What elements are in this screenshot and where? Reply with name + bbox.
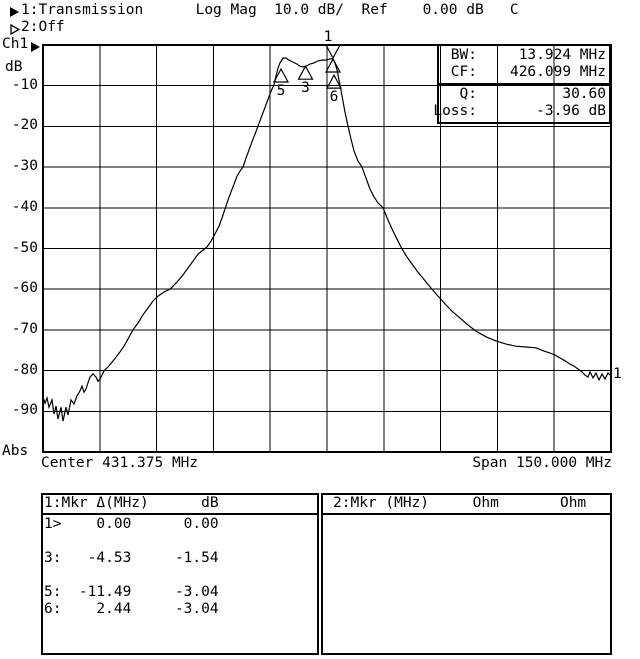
marker-1-down-triangle-icon	[324, 44, 342, 60]
marker-table-ch2: 2:Mkr (MHz) Ohm Ohm	[321, 493, 612, 655]
marker-1-label: 1	[324, 29, 333, 45]
measurement-header-line1: 1:Transmission Log Mag 10.0 dB/ Ref 0.00…	[21, 2, 519, 18]
y-tick-label--20: -20	[11, 117, 38, 134]
marker-5-up-triangle-icon	[273, 67, 290, 83]
marker-table-ch1: 1:Mkr Δ(MHz) dB 1> 0.00 0.00 3: -4.53 -1…	[41, 493, 319, 655]
loss-label: Loss:	[433, 103, 477, 119]
y-tick-label--90: -90	[11, 402, 38, 419]
center-frequency-label: Center 431.375 MHz	[41, 455, 199, 471]
q-label: Q:	[459, 86, 477, 102]
y-tick-label--30: -30	[11, 158, 38, 175]
marker-table-ch2-header: 2:Mkr (MHz) Ohm Ohm	[323, 495, 610, 515]
marker-table-ch1-rows: 1> 0.00 0.00 3: -4.53 -1.54 5: -11.49 -3…	[44, 516, 219, 617]
reference-level-arrow-icon	[31, 42, 40, 52]
graticule-gridlines	[43, 45, 611, 452]
marker-5-label: 5	[277, 83, 286, 99]
bandwidth-readout-box: BW: 13.924 MHz CF: 426.099 MHz Q: 30.60 …	[433, 44, 611, 124]
y-tick-label--80: -80	[11, 361, 38, 378]
y-tick-label--60: -60	[11, 280, 38, 297]
marker-1-delta-ref-triangle-icon	[324, 57, 342, 73]
y-tick-label--10: -10	[11, 76, 38, 93]
marker-6-up-triangle-icon	[326, 73, 343, 89]
y-tick-label--70: -70	[11, 320, 38, 337]
y-tick-label--50: -50	[11, 239, 38, 256]
inactive-channel-arrow-icon	[10, 24, 20, 35]
marker-6-label: 6	[330, 89, 339, 105]
marker-table-ch2-rows	[323, 515, 610, 516]
marker-3-up-triangle-icon	[297, 64, 314, 80]
cf-label: CF:	[450, 64, 477, 80]
y-axis-unit-label: dB	[5, 59, 23, 75]
cf-value: 426.099 MHz	[509, 64, 606, 80]
trace-1-line	[42, 57, 612, 422]
readout-box-divider	[437, 83, 611, 85]
y-tick-label--40: -40	[11, 198, 38, 215]
channel-label: Ch1	[2, 36, 29, 52]
marker-table-ch1-header: 1:Mkr Δ(MHz) dB	[43, 495, 317, 515]
bw-value: 13.924 MHz	[518, 47, 606, 63]
q-value: 30.60	[562, 86, 606, 102]
bw-label: BW:	[450, 47, 477, 63]
active-channel-arrow-icon	[10, 7, 19, 17]
marker-3-label: 3	[301, 80, 310, 96]
span-label: Span 150.000 MHz	[472, 455, 612, 471]
abs-mode-label: Abs	[2, 443, 29, 459]
trace-end-number-label: 1	[613, 366, 622, 382]
loss-value: -3.96 dB	[536, 103, 606, 119]
measurement-header-line2: 2:Off	[21, 19, 65, 35]
